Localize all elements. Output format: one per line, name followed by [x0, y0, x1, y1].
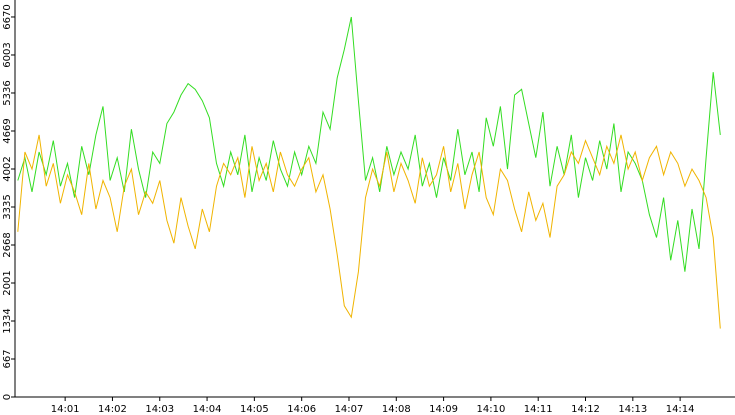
- y-tick-label: 3335: [2, 194, 13, 219]
- x-tick-label: 14:05: [240, 404, 269, 415]
- x-tick-label: 14:04: [193, 404, 222, 415]
- y-tick-label: 2668: [2, 232, 13, 257]
- y-tick-label: 4002: [2, 156, 13, 181]
- y-tick-label: 4669: [2, 118, 13, 143]
- series-line: [17, 16, 721, 272]
- x-tick-label: 14:13: [618, 404, 647, 415]
- x-tick-label: 14:08: [382, 404, 411, 415]
- x-tick-label: 14:02: [98, 404, 127, 415]
- y-tick-label: 0: [2, 394, 13, 400]
- y-tick-label: 1334: [2, 308, 13, 333]
- x-tick-label: 14:12: [571, 404, 600, 415]
- y-tick-label: 2001: [2, 270, 13, 295]
- x-tick-label: 14:03: [145, 404, 174, 415]
- x-tick-label: 14:06: [287, 404, 316, 415]
- x-tick-label: 14:10: [476, 404, 505, 415]
- x-tick-label: 14:09: [429, 404, 458, 415]
- x-tick-label: 14:07: [335, 404, 364, 415]
- x-tick-label: 14:01: [51, 404, 80, 415]
- y-tick-label: 6003: [2, 42, 13, 67]
- y-tick-label: 6670: [2, 4, 13, 29]
- x-tick-label: 14:11: [524, 404, 553, 415]
- y-tick-label: 667: [2, 349, 13, 368]
- series-line: [17, 134, 721, 329]
- x-tick-label: 14:14: [666, 404, 695, 415]
- y-tick-label: 5336: [2, 80, 13, 105]
